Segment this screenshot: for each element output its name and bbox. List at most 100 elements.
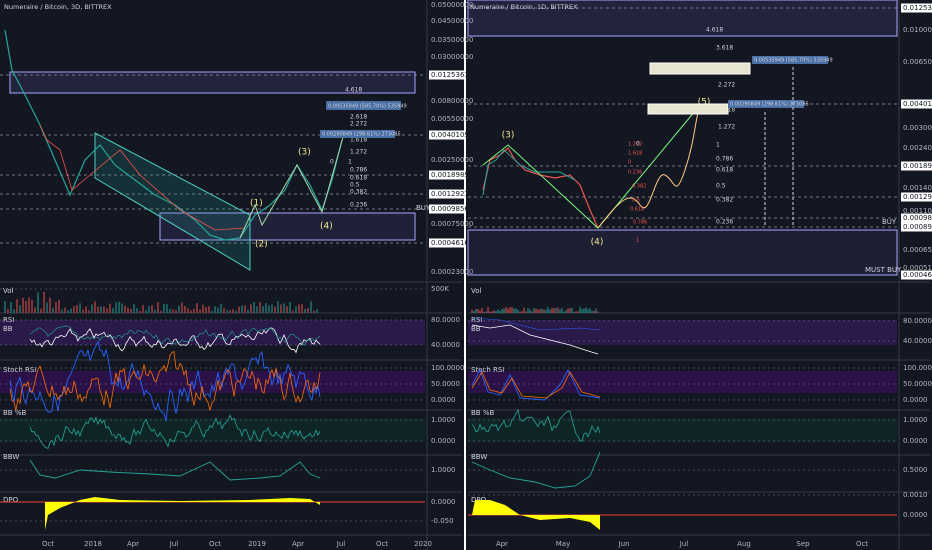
fib-label: 1 bbox=[348, 159, 352, 166]
level-label: 0.0010 bbox=[903, 491, 928, 499]
retrace-label: 0 bbox=[628, 160, 631, 166]
price-label: 0.01000000 bbox=[903, 26, 932, 34]
level-label: 80.0000 bbox=[903, 317, 932, 325]
fib-label: 0.786 bbox=[350, 167, 367, 174]
rsi-bb bbox=[29, 325, 321, 346]
price-tag bbox=[901, 161, 932, 171]
price-label: 0.00189893 bbox=[903, 162, 932, 170]
target-box bbox=[649, 62, 751, 75]
price-label: 0.05000000 bbox=[431, 1, 473, 9]
bbw bbox=[29, 459, 321, 481]
price-label: 0.00023000 bbox=[431, 268, 473, 276]
time-label: 2020 bbox=[414, 540, 432, 548]
projection bbox=[597, 104, 701, 229]
must-buy-label: MUST BUY bbox=[865, 266, 902, 274]
measure-box bbox=[320, 130, 395, 138]
fib-label: 2.618 bbox=[350, 114, 367, 121]
price-label: 0.00110000 bbox=[903, 207, 932, 215]
pane-label: BB %B bbox=[471, 409, 494, 417]
price-tag bbox=[429, 189, 465, 199]
retrace-label: 1.272 bbox=[628, 142, 642, 148]
level-label: 40.0000 bbox=[431, 341, 460, 349]
price-tag bbox=[901, 270, 932, 280]
fib-label: 0.5 bbox=[716, 183, 726, 190]
zone bbox=[467, 0, 898, 37]
price-label: 0.00046163 bbox=[431, 239, 473, 247]
wave-label: (5) bbox=[698, 98, 711, 108]
price-tag bbox=[429, 238, 465, 248]
measure-label: 0.00535949 (585.70%) 535949 bbox=[754, 58, 833, 64]
pane-label: Vol bbox=[471, 287, 482, 295]
time-label: 2019 bbox=[248, 540, 266, 548]
retrace-label: 0.236 bbox=[628, 170, 642, 176]
time-label: Oct bbox=[209, 540, 221, 548]
fib-label: 0.786 bbox=[716, 156, 733, 163]
bbpb bbox=[29, 414, 321, 449]
price-tag bbox=[429, 70, 465, 80]
price-label: 0.00089346 bbox=[903, 223, 932, 231]
measure-box bbox=[728, 100, 804, 108]
time-label: May bbox=[556, 540, 570, 548]
price-down bbox=[39, 124, 246, 231]
price-label: 0.00650000 bbox=[903, 58, 932, 66]
fib-label: 0 bbox=[330, 159, 334, 166]
level-label: 0.0000 bbox=[903, 396, 928, 404]
pane-label: BBW bbox=[3, 453, 19, 461]
price-tag bbox=[901, 3, 932, 13]
measure-box bbox=[326, 101, 401, 110]
price-label: 0.01253611 bbox=[903, 4, 932, 12]
fib-label: 2.272 bbox=[718, 82, 735, 89]
fib-label: 0.382 bbox=[716, 197, 733, 204]
fib-label: 0.382 bbox=[350, 189, 367, 196]
fib-label: 0.236 bbox=[350, 202, 367, 209]
zone bbox=[467, 229, 898, 276]
bbpb bbox=[471, 409, 601, 443]
level-label: 1.0000 bbox=[903, 416, 928, 424]
level-label: 0.0000 bbox=[431, 437, 456, 445]
time-label: Oct bbox=[856, 540, 868, 548]
fib-label: 0 bbox=[636, 141, 640, 148]
level-label: 40.0000 bbox=[903, 337, 932, 345]
price-label: 0.00401093 bbox=[903, 100, 932, 108]
time-label: Aug bbox=[737, 540, 751, 548]
price-tag bbox=[901, 192, 932, 202]
stoch-d bbox=[471, 371, 601, 399]
wave-label: (1) bbox=[250, 199, 263, 209]
retrace-label: 0.382 bbox=[632, 184, 646, 190]
buy-label: BUY bbox=[882, 218, 897, 226]
price-tag bbox=[901, 99, 932, 109]
level-label: 50.0000 bbox=[431, 380, 460, 388]
wave-label: (2) bbox=[255, 240, 268, 250]
wave bbox=[239, 129, 346, 239]
price-label: 0.03000000 bbox=[431, 53, 473, 61]
pane-label: RSI bbox=[471, 316, 482, 324]
measure-box bbox=[752, 56, 828, 64]
level-label: 0.0000 bbox=[431, 498, 456, 506]
level-label: 100.0000 bbox=[903, 364, 932, 372]
price-label: 0.00046163 bbox=[903, 271, 932, 279]
price-tag bbox=[429, 204, 465, 214]
time-label: Oct bbox=[42, 540, 54, 548]
fib-label: 1.272 bbox=[350, 149, 367, 156]
level-label: 1.0000 bbox=[431, 416, 456, 424]
rsi-band bbox=[0, 320, 425, 345]
price-label: 0.00098567 bbox=[903, 214, 932, 222]
target-box bbox=[647, 103, 729, 115]
wave-label: (3) bbox=[502, 131, 515, 141]
level-label: 1.0000 bbox=[431, 466, 456, 474]
price-label: 0.00300000 bbox=[903, 124, 932, 132]
wave bbox=[482, 104, 701, 229]
bb-band bbox=[0, 418, 425, 442]
time-label: Sep bbox=[796, 540, 810, 548]
level-label: 50.0000 bbox=[903, 380, 932, 388]
fib-label: 3.618 bbox=[716, 45, 733, 52]
fib-label: 2.272 bbox=[350, 121, 367, 128]
time-label: Jul bbox=[679, 540, 689, 548]
retrace-label: 1.618 bbox=[628, 151, 642, 157]
pane-label: BB %B bbox=[3, 409, 26, 417]
wave-label: (4) bbox=[320, 222, 333, 232]
retrace-label: 0.618 bbox=[630, 207, 644, 213]
time-label: Apr bbox=[127, 540, 139, 548]
price-label: 0.04500000 bbox=[431, 17, 473, 25]
